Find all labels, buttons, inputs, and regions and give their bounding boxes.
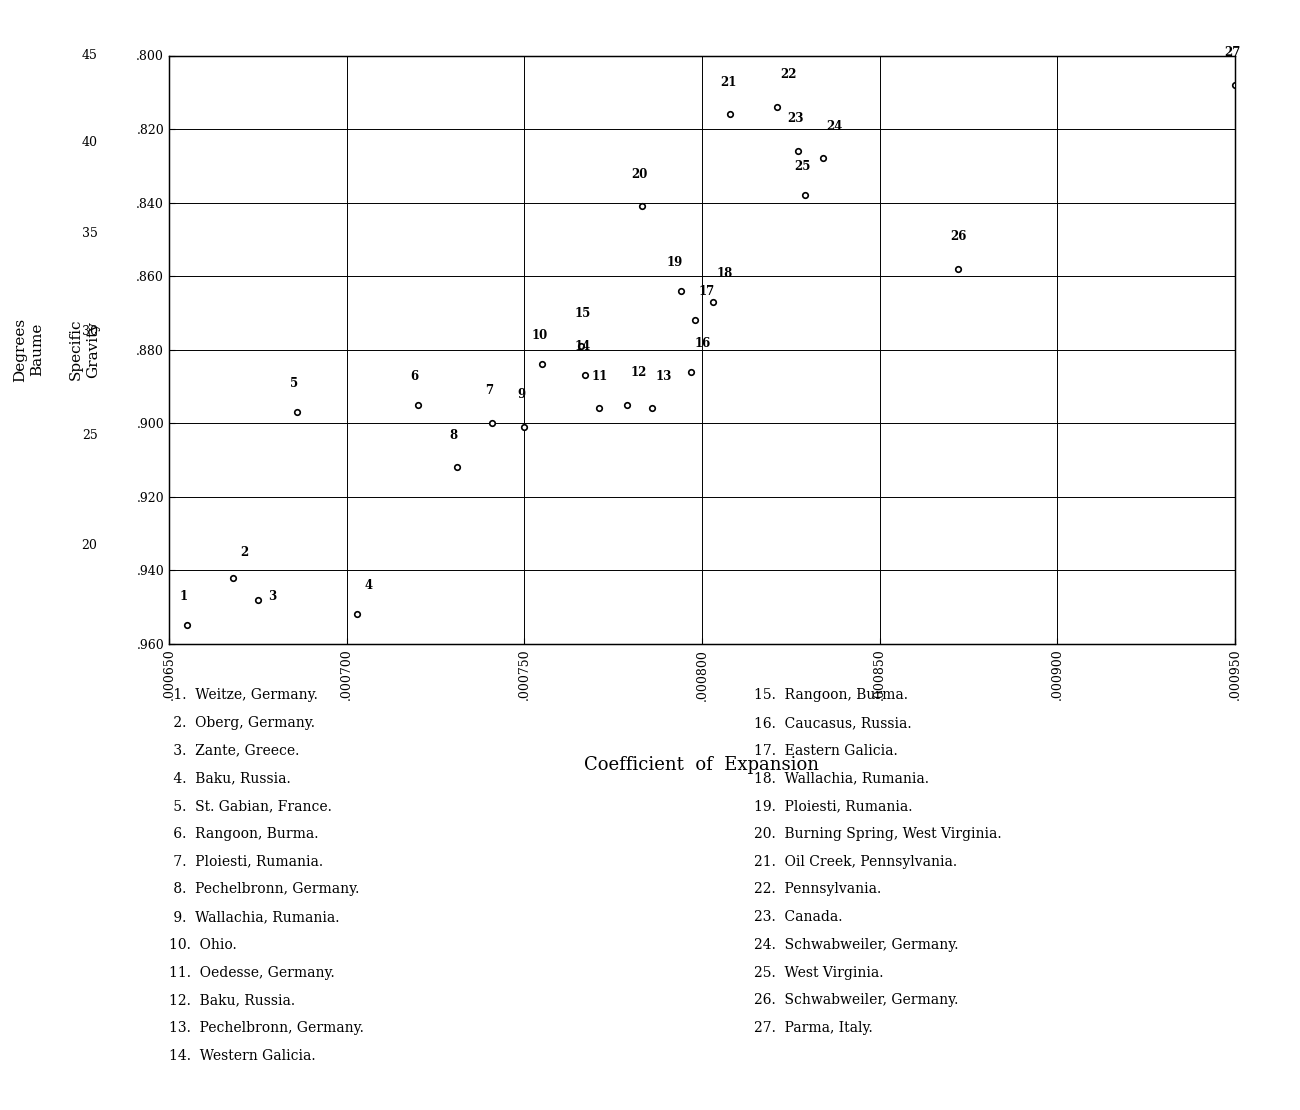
Text: 2: 2	[240, 546, 248, 559]
Text: 20: 20	[82, 539, 98, 553]
Text: 8: 8	[450, 428, 458, 442]
Text: 15.  Rangoon, Burma.: 15. Rangoon, Burma.	[754, 688, 907, 703]
Text: 15: 15	[575, 307, 590, 320]
Text: Specific
Gravity: Specific Gravity	[69, 319, 100, 381]
Text: 24.  Schwabweiler, Germany.: 24. Schwabweiler, Germany.	[754, 938, 958, 952]
Text: 11: 11	[592, 370, 608, 383]
Text: 10: 10	[532, 330, 547, 342]
Text: 23.  Canada.: 23. Canada.	[754, 910, 842, 925]
Text: 13: 13	[655, 370, 672, 383]
Text: 16.  Caucasus, Russia.: 16. Caucasus, Russia.	[754, 716, 911, 730]
Text: 16: 16	[696, 336, 711, 350]
Text: 3.  Zante, Greece.: 3. Zante, Greece.	[169, 744, 299, 758]
Text: 13.  Pechelbronn, Germany.: 13. Pechelbronn, Germany.	[169, 1021, 364, 1036]
Text: 7.  Ploiesti, Rumania.: 7. Ploiesti, Rumania.	[169, 855, 324, 869]
Text: 21.  Oil Creek, Pennsylvania.: 21. Oil Creek, Pennsylvania.	[754, 855, 957, 869]
Text: 9: 9	[517, 388, 525, 401]
Text: 10.  Ohio.: 10. Ohio.	[169, 938, 237, 952]
Text: 26.  Schwabweiler, Germany.: 26. Schwabweiler, Germany.	[754, 993, 958, 1008]
Text: 6: 6	[411, 370, 419, 383]
Text: 30: 30	[82, 325, 98, 337]
Text: 17: 17	[698, 285, 715, 299]
Text: 19: 19	[667, 255, 682, 269]
Text: 3: 3	[269, 591, 277, 604]
Text: 1.  Weitze, Germany.: 1. Weitze, Germany.	[169, 688, 318, 703]
Text: 5: 5	[290, 377, 298, 390]
X-axis label: Coefficient  of  Expansion: Coefficient of Expansion	[585, 756, 819, 774]
Text: 2.  Oberg, Germany.: 2. Oberg, Germany.	[169, 716, 315, 730]
Text: 19.  Ploiesti, Rumania.: 19. Ploiesti, Rumania.	[754, 799, 913, 814]
Text: 14: 14	[575, 341, 590, 353]
Text: 17.  Eastern Galicia.: 17. Eastern Galicia.	[754, 744, 898, 758]
Text: 12.  Baku, Russia.: 12. Baku, Russia.	[169, 993, 295, 1008]
Text: 40: 40	[82, 135, 98, 149]
Text: 25.  West Virginia.: 25. West Virginia.	[754, 966, 884, 980]
Text: 25: 25	[794, 160, 811, 173]
Text: 6.  Rangoon, Burma.: 6. Rangoon, Burma.	[169, 827, 318, 841]
Text: 23: 23	[788, 112, 803, 125]
Text: Degrees
Baume: Degrees Baume	[13, 317, 44, 382]
Text: 8.  Pechelbronn, Germany.: 8. Pechelbronn, Germany.	[169, 882, 359, 897]
Text: 12: 12	[630, 366, 647, 380]
Text: 4.  Baku, Russia.: 4. Baku, Russia.	[169, 771, 291, 786]
Text: 4: 4	[364, 579, 373, 593]
Text: 18: 18	[716, 266, 732, 280]
Text: 14.  Western Galicia.: 14. Western Galicia.	[169, 1049, 316, 1063]
Text: 20: 20	[630, 168, 647, 181]
Text: 22: 22	[780, 68, 797, 81]
Text: 22.  Pennsylvania.: 22. Pennsylvania.	[754, 882, 881, 897]
Text: 24: 24	[827, 120, 842, 133]
Text: 7: 7	[485, 384, 494, 397]
Text: 1: 1	[179, 591, 187, 604]
Text: 21: 21	[720, 75, 736, 89]
Text: 27.  Parma, Italy.: 27. Parma, Italy.	[754, 1021, 872, 1036]
Text: 5.  St. Gabian, France.: 5. St. Gabian, France.	[169, 799, 332, 814]
Text: 9.  Wallachia, Rumania.: 9. Wallachia, Rumania.	[169, 910, 339, 925]
Text: 35: 35	[82, 228, 98, 240]
Text: 25: 25	[82, 428, 98, 442]
Text: 11.  Oedesse, Germany.: 11. Oedesse, Germany.	[169, 966, 335, 980]
Text: 27: 27	[1225, 47, 1240, 59]
Text: 26: 26	[950, 230, 967, 243]
Text: 18.  Wallachia, Rumania.: 18. Wallachia, Rumania.	[754, 771, 930, 786]
Text: 20.  Burning Spring, West Virginia.: 20. Burning Spring, West Virginia.	[754, 827, 1001, 841]
Text: 45: 45	[82, 49, 98, 62]
